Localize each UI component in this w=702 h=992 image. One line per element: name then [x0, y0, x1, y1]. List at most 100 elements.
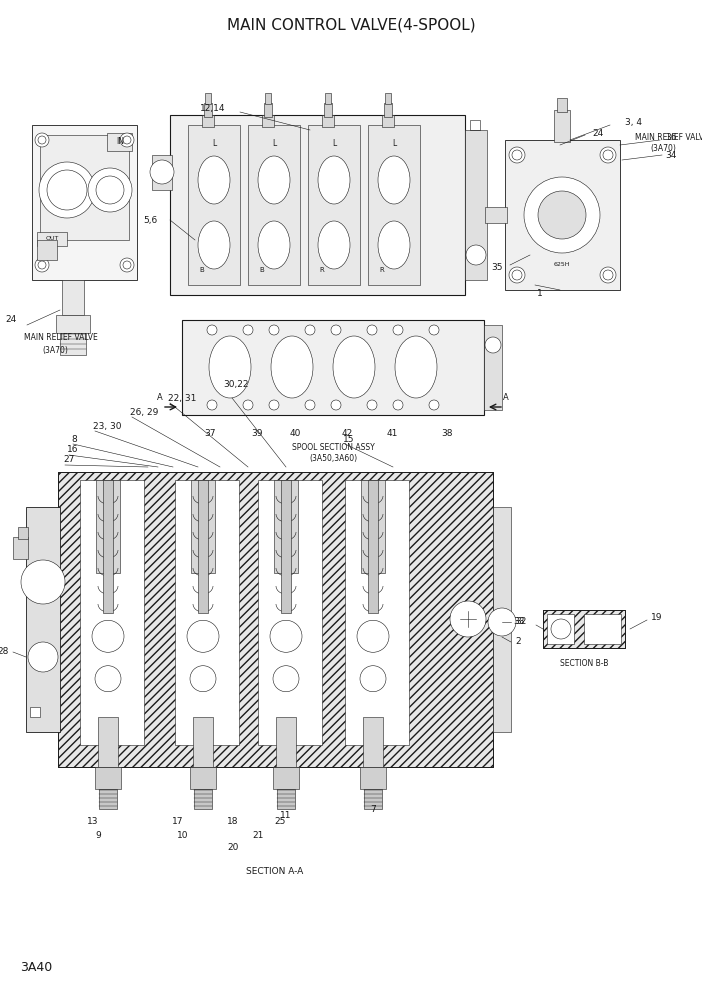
Text: 27: 27	[63, 455, 74, 464]
Bar	[152, 155, 172, 190]
Bar	[265, 93, 271, 104]
Circle shape	[450, 601, 486, 637]
Text: 16: 16	[67, 445, 79, 454]
Text: 7: 7	[370, 805, 376, 813]
Bar	[198, 480, 208, 612]
Text: 22, 31: 22, 31	[168, 394, 197, 403]
Circle shape	[190, 666, 216, 691]
Bar	[363, 717, 383, 767]
Text: L: L	[332, 139, 336, 148]
Text: (3A70): (3A70)	[42, 345, 68, 354]
Text: 28: 28	[0, 648, 8, 657]
Ellipse shape	[378, 221, 410, 269]
Bar	[368, 125, 420, 285]
Circle shape	[28, 642, 58, 672]
Text: B: B	[199, 267, 204, 273]
Text: 23, 30: 23, 30	[93, 422, 121, 431]
Text: 32: 32	[515, 617, 526, 627]
Text: 25: 25	[274, 817, 286, 826]
Bar	[18, 527, 28, 539]
Text: 35: 35	[491, 264, 503, 273]
Circle shape	[393, 400, 403, 410]
Bar	[56, 315, 90, 333]
Bar	[264, 103, 272, 117]
Bar	[40, 135, 129, 240]
Text: R: R	[380, 267, 385, 273]
Bar	[345, 480, 409, 745]
Circle shape	[92, 620, 124, 653]
Bar	[205, 93, 211, 104]
Circle shape	[524, 177, 600, 253]
Bar	[281, 480, 291, 612]
Bar	[360, 767, 386, 789]
Circle shape	[367, 400, 377, 410]
Bar	[175, 480, 239, 745]
Bar	[194, 789, 212, 809]
Text: L: L	[272, 139, 276, 148]
Text: 41: 41	[386, 429, 398, 437]
Circle shape	[243, 325, 253, 335]
Circle shape	[120, 133, 134, 147]
Text: (3A70): (3A70)	[650, 144, 676, 153]
Circle shape	[393, 325, 403, 335]
Text: 20: 20	[227, 842, 239, 851]
Circle shape	[39, 162, 95, 218]
Bar	[505, 140, 620, 290]
Text: 5,6: 5,6	[144, 215, 158, 224]
Text: 17: 17	[172, 817, 184, 826]
Ellipse shape	[209, 336, 251, 398]
Bar	[361, 480, 385, 572]
Circle shape	[305, 325, 315, 335]
Ellipse shape	[258, 156, 290, 204]
Text: 19: 19	[651, 613, 663, 623]
Bar	[190, 767, 216, 789]
Circle shape	[538, 191, 586, 239]
Bar	[262, 115, 274, 127]
Circle shape	[207, 325, 217, 335]
Bar	[308, 125, 360, 285]
Bar	[277, 789, 295, 809]
Text: 18: 18	[227, 817, 239, 826]
Bar	[547, 614, 574, 644]
Bar	[99, 789, 117, 809]
Circle shape	[429, 325, 439, 335]
Text: 39: 39	[251, 429, 263, 437]
Text: A: A	[503, 393, 509, 402]
Circle shape	[429, 400, 439, 410]
Bar	[248, 125, 300, 285]
Ellipse shape	[198, 221, 230, 269]
Circle shape	[273, 666, 299, 691]
Bar	[273, 767, 299, 789]
Circle shape	[367, 325, 377, 335]
Bar	[60, 333, 86, 355]
Text: B: B	[260, 267, 265, 273]
Text: 33: 33	[513, 617, 525, 627]
Text: SPOOL SECTION ASSY: SPOOL SECTION ASSY	[291, 442, 374, 451]
Circle shape	[88, 168, 132, 212]
Bar	[543, 610, 625, 648]
Bar	[62, 280, 84, 315]
Bar	[202, 115, 214, 127]
Bar	[107, 133, 132, 151]
Bar	[382, 115, 394, 127]
Circle shape	[600, 267, 616, 283]
Bar	[470, 120, 480, 130]
Circle shape	[120, 258, 134, 272]
Circle shape	[243, 400, 253, 410]
Bar	[276, 717, 296, 767]
Bar	[191, 480, 215, 572]
Ellipse shape	[318, 156, 350, 204]
Bar	[364, 789, 382, 809]
Text: 12,14: 12,14	[199, 103, 225, 112]
Text: SECTION A-A: SECTION A-A	[246, 867, 304, 877]
Ellipse shape	[333, 336, 375, 398]
Text: 37: 37	[204, 429, 216, 437]
Text: 2: 2	[515, 638, 521, 647]
Bar	[493, 507, 511, 732]
Circle shape	[269, 400, 279, 410]
Text: OUT: OUT	[46, 236, 59, 241]
Bar	[485, 207, 507, 223]
Text: 36: 36	[665, 134, 677, 143]
Text: 9: 9	[95, 830, 101, 839]
Circle shape	[150, 160, 174, 184]
